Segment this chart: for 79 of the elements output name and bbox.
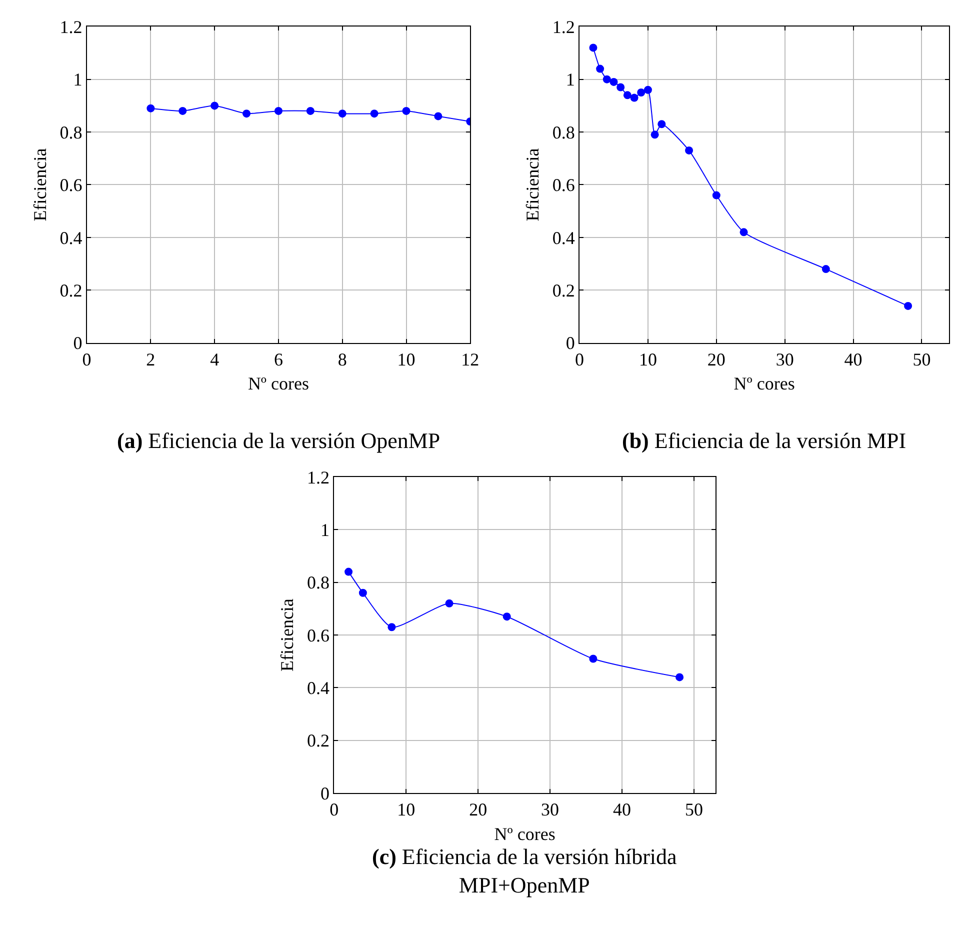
text: (c) Eficiencia de la versión híbrida MPI+OpenMP	[372, 844, 678, 898]
x-tick-label: 2	[146, 349, 156, 370]
y-tick-label: 0.4	[307, 678, 330, 698]
point	[589, 44, 598, 52]
x-axis-title: Nº cores	[734, 374, 795, 394]
y-tick-label: 0	[73, 333, 82, 354]
x-tick-label: 12	[461, 349, 480, 370]
point	[630, 94, 638, 102]
y-tick-label: 0.8	[307, 572, 330, 593]
x-tick-label: 20	[707, 349, 726, 370]
point	[434, 112, 442, 120]
x-tick-label: 8	[338, 349, 347, 370]
point	[658, 120, 666, 128]
point	[602, 75, 611, 84]
point	[388, 623, 396, 632]
y-tick-label: 0.8	[60, 122, 82, 142]
point	[358, 588, 367, 597]
point	[822, 265, 830, 274]
point	[616, 83, 625, 92]
point	[685, 146, 694, 154]
x-tick-label: 50	[912, 349, 931, 370]
point	[650, 130, 659, 139]
text: (a) Eficiencia de la versión OpenMP	[117, 428, 440, 453]
x-tick-label: 40	[612, 800, 631, 820]
y-axis-title: Eficiencia	[522, 148, 543, 222]
point	[344, 568, 353, 576]
y-tick-label: 0.2	[60, 280, 82, 300]
x-tick-label: 40	[844, 349, 862, 370]
point	[338, 110, 346, 118]
y-axis-title: Eficiencia	[30, 148, 50, 222]
y-tick-label: 0.2	[307, 730, 330, 751]
point	[274, 106, 282, 115]
y-tick-label: 1	[73, 70, 82, 90]
point	[589, 654, 598, 663]
point	[210, 102, 219, 110]
y-tick-label: 0.6	[307, 625, 330, 646]
x-axis-title: Nº cores	[248, 374, 309, 394]
point	[644, 86, 652, 94]
x-tick-label: 10	[397, 349, 416, 370]
point	[610, 78, 618, 86]
y-tick-label: 0.4	[552, 228, 575, 248]
text: (b) Eficiencia de la versión MPI	[622, 428, 906, 453]
y-tick-label: 0.4	[60, 228, 82, 248]
x-tick-label: 4	[210, 349, 220, 370]
point	[712, 191, 720, 200]
point	[623, 91, 632, 100]
point	[178, 106, 187, 115]
y-tick-label: 0.2	[552, 280, 575, 300]
y-tick-label: 0.8	[552, 122, 575, 142]
x-tick-label: 20	[469, 800, 488, 820]
point	[502, 612, 511, 621]
x-tick-label: 10	[638, 349, 657, 370]
point	[596, 64, 604, 73]
y-tick-label: 1.2	[552, 16, 575, 37]
x-axis-title: Nº cores	[494, 824, 556, 844]
point	[146, 104, 155, 112]
x-tick-label: 30	[541, 800, 560, 820]
point	[904, 302, 912, 310]
y-tick-label: 1	[566, 70, 575, 90]
x-tick-label: 30	[776, 349, 794, 370]
point	[306, 106, 314, 115]
point	[637, 88, 646, 97]
x-tick-label: 10	[397, 800, 416, 820]
y-tick-label: 0	[320, 783, 330, 804]
point	[740, 228, 748, 236]
point	[402, 106, 410, 115]
y-axis-title: Eficiencia	[277, 598, 298, 672]
x-tick-label: 6	[274, 349, 283, 370]
y-tick-label: 1.2	[60, 16, 82, 37]
y-tick-label: 0	[566, 333, 575, 354]
point	[445, 599, 454, 608]
y-tick-label: 0.6	[60, 175, 82, 196]
point	[370, 110, 378, 118]
y-tick-label: 1.2	[307, 467, 330, 488]
x-tick-label: 50	[684, 800, 703, 820]
y-tick-label: 0.6	[552, 175, 575, 196]
point	[242, 110, 251, 118]
y-tick-label: 1	[320, 520, 330, 540]
point	[676, 673, 684, 682]
